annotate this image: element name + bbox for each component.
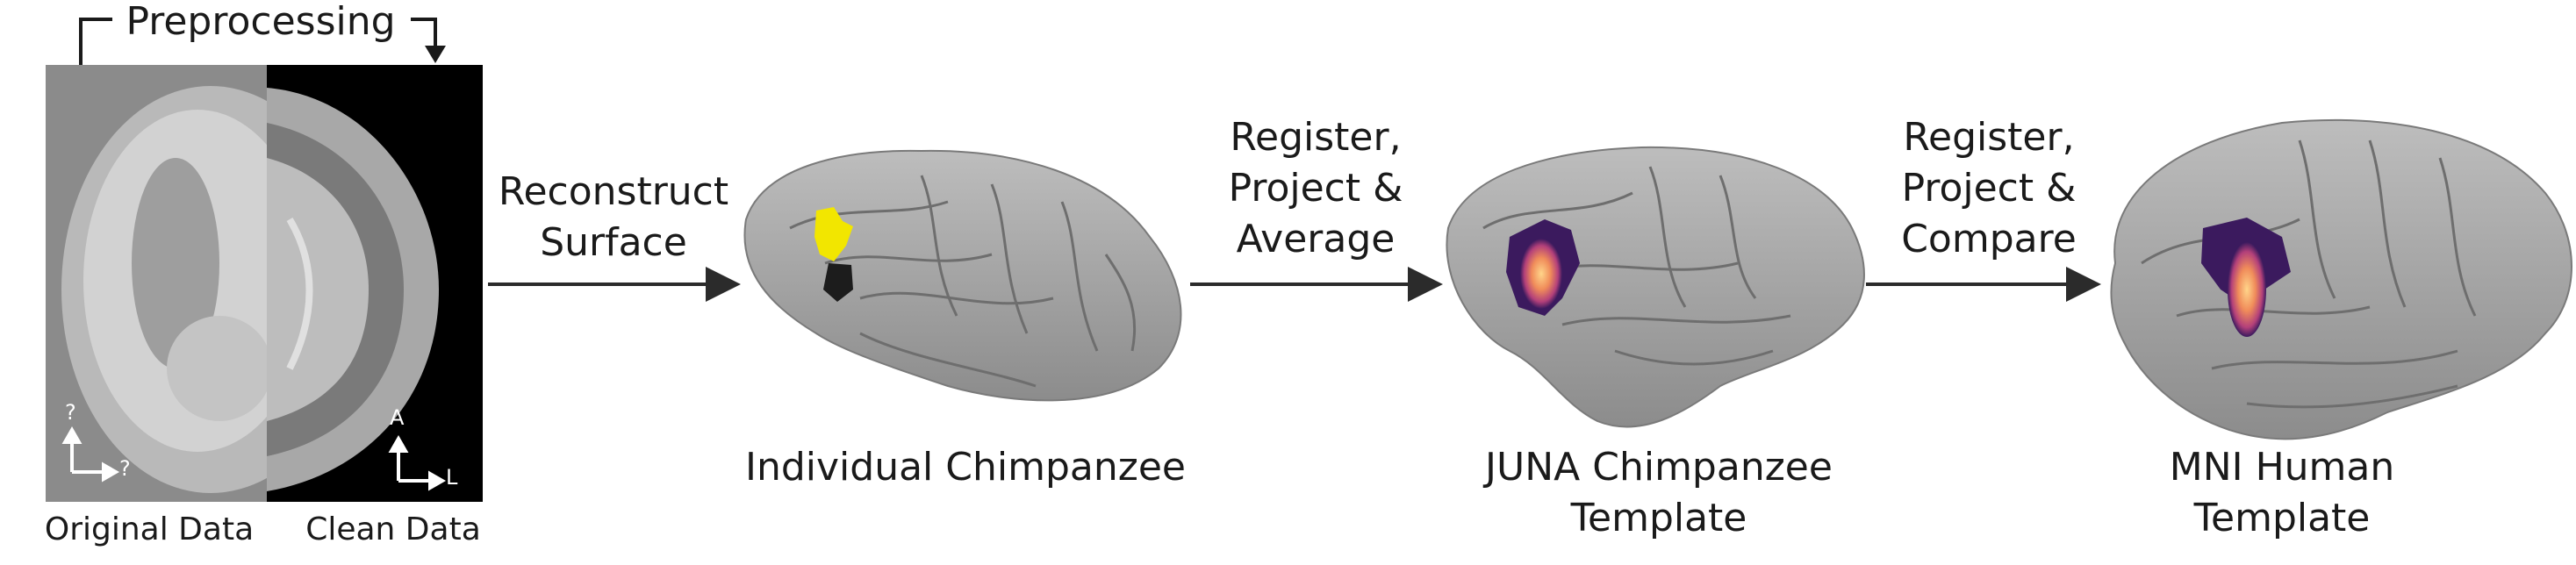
mni-human-template-brain [2110, 118, 2572, 440]
orientation-axes-clean [388, 434, 447, 491]
step-register-project-compare: Register, Project & Compare [1901, 115, 2077, 261]
preprocessing-bracket [79, 18, 437, 65]
orientation-clean-right: L [446, 465, 458, 490]
orientation-original-right: ? [119, 456, 131, 481]
preprocessing-label: Preprocessing [126, 0, 396, 44]
dark-highlight-region [823, 263, 853, 302]
orientation-clean-up: A [390, 405, 405, 430]
step-reconstruct-surface: Reconstruct Surface [498, 169, 729, 265]
clean-data-image [267, 65, 483, 502]
step-register-project-average: Register, Project & Average [1228, 115, 1403, 261]
mni-heatmap-core [2228, 242, 2266, 337]
juna-heatmap-core [1520, 239, 1562, 309]
juna-chimpanzee-template-brain [1446, 146, 1865, 428]
clean-data-label: Clean Data [305, 511, 481, 547]
individual-chimpanzee-brain [743, 149, 1182, 402]
juna-chimpanzee-template-label: JUNA Chimpanzee Template [1485, 445, 1833, 540]
mni-human-template-label: MNI Human Template [2169, 445, 2395, 540]
preprocessing-arrowhead [425, 46, 446, 63]
orientation-original-up: ? [65, 400, 76, 425]
original-data-image [46, 65, 360, 502]
original-data-label: Original Data [44, 511, 255, 547]
orientation-axes-original [61, 426, 120, 483]
individual-chimpanzee-label: Individual Chimpanzee [745, 445, 1186, 490]
yellow-highlight-region [814, 207, 853, 261]
